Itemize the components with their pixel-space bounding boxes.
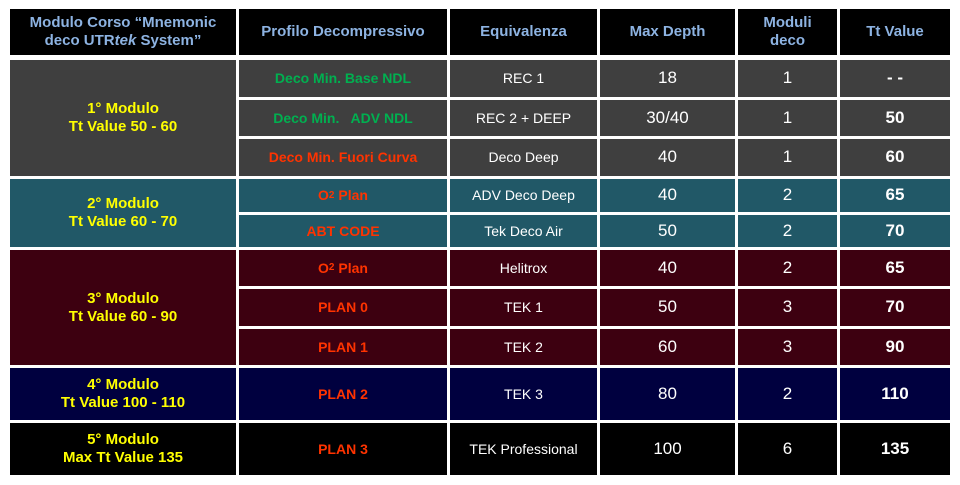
header-course-line2: deco UTRtek System”: [45, 32, 202, 50]
row-7-moduli: 3: [738, 329, 837, 365]
row-1-tt: 50: [840, 100, 950, 136]
row-5-profile-o: O: [318, 259, 329, 276]
row-3-moduli: 2: [738, 179, 837, 212]
row-2-equivalenza: Deco Deep: [450, 139, 597, 176]
module-2-cell: 2° Modulo Tt Value 60 - 70: [10, 179, 236, 247]
row-4-max-depth: 50: [600, 215, 735, 247]
row-7-profile: PLAN 1: [239, 329, 447, 365]
row-4-moduli: 2: [738, 215, 837, 247]
header-course-line2-c: System”: [136, 32, 202, 49]
row-8-equivalenza: TEK 3: [450, 368, 597, 420]
header-course-line2-b: tek: [114, 32, 137, 49]
row-6-profile: PLAN 0: [239, 289, 447, 326]
module-3-range: Tt Value 60 - 90: [68, 307, 178, 325]
row-0-tt: - -: [840, 60, 950, 97]
row-4-profile: ABT CODE: [239, 215, 447, 247]
row-8-tt: 110: [840, 368, 950, 420]
row-5-tt: 65: [840, 250, 950, 286]
row-8-moduli: 2: [738, 368, 837, 420]
module-4-range: Tt Value 100 - 110: [60, 394, 186, 411]
row-2-moduli: 1: [738, 139, 837, 176]
row-7-tt: 90: [840, 329, 950, 365]
header-moduli-line2: deco: [769, 32, 805, 49]
module-4-cell: 4° Modulo Tt Value 100 - 110: [10, 368, 236, 420]
module-5-name: 5° Modulo: [87, 431, 159, 448]
row-8-max-depth: 80: [600, 368, 735, 420]
module-5-cell: 5° Modulo Max Tt Value 135: [10, 423, 236, 475]
row-9-equivalenza: TEK Professional: [450, 423, 597, 475]
header-equivalenza: Equivalenza: [450, 9, 597, 55]
module-4-name: 4° Modulo: [87, 376, 159, 393]
module-3-name: 3° Modulo: [87, 289, 159, 307]
row-3-profile-sub: 2: [328, 189, 335, 201]
row-5-profile-rest: Plan: [334, 259, 368, 276]
header-moduli-line1: Moduli: [763, 14, 812, 31]
row-9-tt: 135: [840, 423, 950, 475]
row-3-profile-rest: Plan: [334, 187, 368, 204]
row-6-equivalenza: TEK 1: [450, 289, 597, 326]
row-5-profile-sub: 2: [328, 262, 335, 273]
header-course-line1: Modulo Corso “Mnemonic: [29, 14, 217, 31]
module-1-cell: 1° Modulo Tt Value 50 - 60: [10, 60, 236, 176]
row-9-moduli: 6: [738, 423, 837, 475]
row-0-max-depth: 18: [600, 60, 735, 97]
row-9-max-depth: 100: [600, 423, 735, 475]
row-2-tt: 60: [840, 139, 950, 176]
row-1-equivalenza: REC 2 + DEEP: [450, 100, 597, 136]
row-2-max-depth: 40: [600, 139, 735, 176]
row-1-moduli: 1: [738, 100, 837, 136]
row-6-tt: 70: [840, 289, 950, 326]
header-moduli: Moduli deco: [738, 9, 837, 55]
row-9-profile: PLAN 3: [239, 423, 447, 475]
row-5-equivalenza: Helitrox: [450, 250, 597, 286]
module-1-name: 1° Modulo: [87, 100, 159, 117]
module-3-cell: 3° Modulo Tt Value 60 - 90: [10, 250, 236, 365]
row-3-tt: 65: [840, 179, 950, 212]
header-course: Modulo Corso “Mnemonic deco UTRtek Syste…: [10, 9, 236, 55]
row-1-profile: Deco Min. ADV NDL: [239, 100, 447, 136]
row-3-max-depth: 40: [600, 179, 735, 212]
row-6-max-depth: 50: [600, 289, 735, 326]
row-4-equivalenza: Tek Deco Air: [450, 215, 597, 247]
row-5-moduli: 2: [738, 250, 837, 286]
row-7-equivalenza: TEK 2: [450, 329, 597, 365]
row-3-profile-o: O: [318, 187, 329, 204]
module-5-range: Max Tt Value 135: [62, 449, 184, 466]
row-5-max-depth: 40: [600, 250, 735, 286]
header-max-depth: Max Depth: [600, 9, 735, 55]
row-8-profile: PLAN 2: [239, 368, 447, 420]
row-0-moduli: 1: [738, 60, 837, 97]
header-tt-value: Tt Value: [840, 9, 950, 55]
module-1-range: Tt Value 50 - 60: [68, 118, 178, 135]
row-6-moduli: 3: [738, 289, 837, 326]
row-2-profile: Deco Min. Fuori Curva: [239, 139, 447, 176]
row-3-equivalenza: ADV Deco Deep: [450, 179, 597, 212]
row-0-equivalenza: REC 1: [450, 60, 597, 97]
row-0-profile: Deco Min. Base NDL: [239, 60, 447, 97]
module-2-range: Tt Value 60 - 70: [68, 213, 178, 230]
header-profilo: Profilo Decompressivo: [239, 9, 447, 55]
row-7-max-depth: 60: [600, 329, 735, 365]
row-4-tt: 70: [840, 215, 950, 247]
header-course-line2-a: deco UTR: [44, 32, 115, 49]
row-1-max-depth: 30/40: [600, 100, 735, 136]
module-2-name: 2° Modulo: [87, 195, 159, 212]
